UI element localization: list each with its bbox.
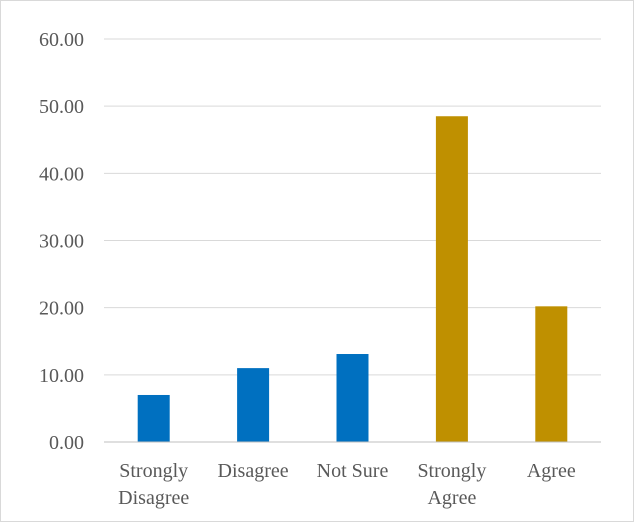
x-category-label: Not Sure — [317, 460, 389, 482]
y-tick-label: 60.00 — [39, 29, 84, 51]
y-tick-label: 20.00 — [39, 298, 84, 320]
bar — [237, 368, 270, 442]
bar — [137, 394, 170, 442]
x-category-label: Strongly Disagree — [118, 460, 189, 509]
x-category-label: Agree — [527, 460, 576, 482]
y-tick-label: 50.00 — [39, 96, 84, 118]
y-axis-tick-labels: 0.00 10.00 20.00 30.00 40.00 50.00 60.00 — [39, 29, 84, 454]
bar — [336, 354, 369, 442]
bar — [435, 116, 468, 442]
bar — [535, 306, 568, 442]
y-tick-label: 10.00 — [39, 365, 84, 387]
y-tick-label: 40.00 — [39, 163, 84, 185]
bars — [137, 116, 568, 442]
x-category-label: Disagree — [218, 460, 289, 482]
gridlines — [104, 38, 601, 376]
y-tick-label: 30.00 — [39, 231, 84, 253]
x-axis: Strongly Disagree Disagree Not Sure Strongly… — [104, 441, 601, 509]
y-tick-label: 0.00 — [49, 432, 84, 454]
x-category-label: Strongly Agree — [417, 460, 486, 509]
